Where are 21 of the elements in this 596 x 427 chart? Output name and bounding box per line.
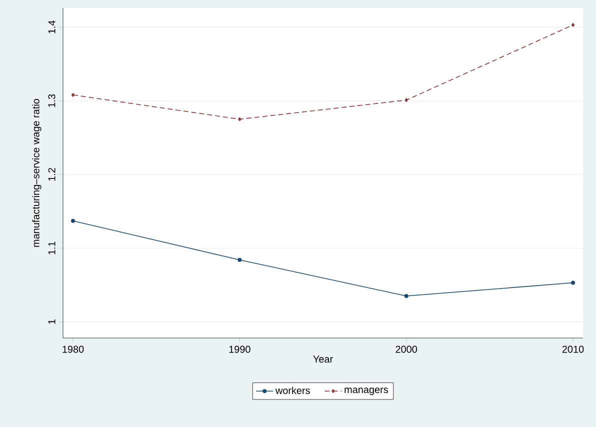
legend-label: managers — [344, 388, 388, 396]
x-tick-label: 2010 — [562, 346, 584, 353]
point — [71, 92, 75, 97]
y-axis-title: manufacturing–service wage ratio — [32, 98, 42, 247]
x-tick-label: 2000 — [396, 346, 418, 353]
x-tick-label: 1980 — [62, 346, 84, 353]
y-tick-label: 1 — [48, 320, 56, 324]
point — [404, 98, 408, 102]
point — [238, 117, 242, 122]
point — [71, 218, 75, 223]
x-axis-title: Year — [313, 356, 333, 363]
y-tick-label: 1.2 — [48, 168, 56, 181]
point — [404, 294, 408, 298]
point — [238, 258, 242, 262]
x-tick-label: 1990 — [229, 346, 250, 353]
legend-label: workers — [275, 386, 310, 394]
y-tick-label: 1.3 — [48, 94, 56, 107]
point — [571, 280, 575, 285]
point — [571, 22, 575, 27]
y-tick-label: 1.4 — [48, 20, 56, 34]
y-tick-label: 1.1 — [48, 242, 56, 254]
